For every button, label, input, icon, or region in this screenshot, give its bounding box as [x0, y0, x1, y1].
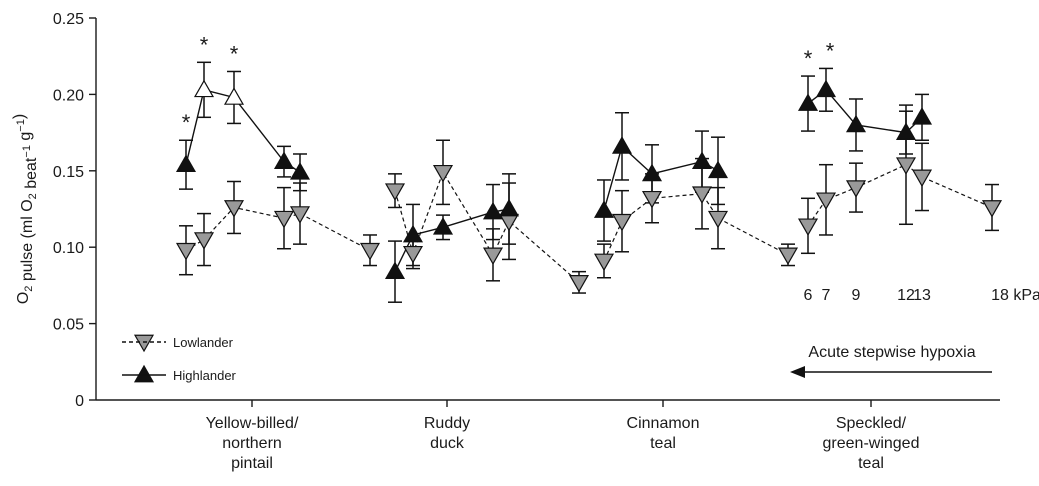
- y-axis-label: O2 pulse (ml O2 beat−1 g−1): [11, 114, 40, 304]
- category-label: Yellow-billed/northern pintail: [206, 415, 299, 472]
- highlander-point: [913, 108, 931, 124]
- category-label: Speckled/green-winged teal: [823, 415, 920, 472]
- lowlander-point: [847, 181, 865, 197]
- highlander-point: [595, 202, 613, 218]
- lowlander-point: [693, 187, 711, 203]
- highlander-point: [434, 218, 452, 234]
- chart-labels: O2 pulse (ml O2 beat−1 g−1) Yellow-billed…: [11, 114, 1039, 472]
- lowlander-point: [779, 248, 797, 264]
- lowlander-point: [434, 166, 452, 182]
- highlander-point: [386, 263, 404, 279]
- lowlander-point: [386, 184, 404, 200]
- y-axis-label-part: −1: [15, 119, 27, 132]
- lowlander-point: [817, 193, 835, 209]
- lowlander-point: [983, 201, 1001, 217]
- lowlander-point: [177, 244, 195, 260]
- category-label-line: Speckled/: [836, 415, 907, 432]
- highlander-point: [177, 156, 195, 172]
- y-axis-label-part: beat: [23, 157, 40, 193]
- category-label: Cinnamon teal: [627, 415, 700, 452]
- data-marks: * * * * *: [135, 32, 1001, 381]
- significance-asterisk: *: [182, 110, 191, 135]
- highlander-point: [799, 95, 817, 111]
- lowlander-point: [913, 170, 931, 186]
- legend-marker: [135, 335, 153, 351]
- hypoxia-arrow-head: [790, 366, 805, 378]
- y-axis-label-part: pulse (ml O: [19, 199, 36, 285]
- category-label-line: green-winged: [823, 435, 920, 452]
- lowlander-point: [709, 211, 727, 227]
- highlander-point: [291, 163, 309, 179]
- significance-asterisk: *: [826, 38, 835, 63]
- category-label-line: teal: [858, 455, 884, 472]
- highlander-point: [613, 137, 631, 153]
- lowlander-point: [195, 233, 213, 249]
- kpa-label: 6: [804, 287, 813, 304]
- category-label-line: duck: [430, 435, 465, 452]
- lowlander-series-line: [395, 172, 579, 282]
- kpa-label: 7: [822, 287, 831, 304]
- lowlander-point: [570, 276, 588, 292]
- significance-asterisk: *: [230, 41, 239, 66]
- category-label-line: Ruddy: [424, 415, 470, 432]
- y-tick-label: 0.10: [53, 240, 84, 257]
- lowlander-point: [643, 192, 661, 208]
- lowlander-series-line: [808, 165, 992, 226]
- category-label-line: Yellow-billed/: [206, 415, 299, 432]
- lowlander-point: [484, 248, 502, 264]
- y-tick-label: 0.05: [53, 317, 84, 334]
- y-tick-label: 0: [75, 393, 84, 410]
- lowlander-point: [361, 244, 379, 260]
- highlander-point: [275, 153, 293, 169]
- y-axis-label-part: O: [15, 292, 32, 304]
- lowlander-point: [613, 214, 631, 230]
- category-label-line: northern: [222, 435, 282, 452]
- lowlander-point: [799, 219, 817, 235]
- legend-label: Lowlander: [173, 335, 234, 350]
- lowlander-series-line: [604, 194, 788, 261]
- y-tick-label: 0.15: [53, 164, 84, 181]
- highlander-point: [817, 81, 835, 97]
- highlander-point: [500, 200, 518, 216]
- y-axis-label-part: g: [17, 132, 34, 145]
- y-axis-label-part: ): [11, 114, 28, 119]
- significance-asterisk: *: [804, 46, 813, 71]
- y-tick-label: 0.25: [53, 11, 84, 28]
- y-axis-label-part: −1: [21, 145, 33, 158]
- category-label-line: Cinnamon: [627, 415, 700, 432]
- kpa-label: 9: [852, 287, 861, 304]
- lowlander-point: [595, 254, 613, 270]
- kpa-label: 13: [913, 287, 931, 304]
- highlander-point: [693, 153, 711, 169]
- y-tick-label: 0.20: [53, 87, 84, 104]
- lowlander-point: [275, 211, 293, 227]
- highlander-point: [195, 81, 213, 97]
- category-label: Ruddy duck: [424, 415, 470, 452]
- lowlander-point: [404, 247, 422, 263]
- lowlander-point: [291, 207, 309, 223]
- significance-asterisk: *: [200, 32, 209, 57]
- legend-marker: [135, 366, 153, 382]
- category-label-line: pintail: [231, 455, 273, 472]
- category-label-line: teal: [650, 435, 676, 452]
- lowlander-point: [897, 158, 915, 174]
- lowlander-point: [500, 214, 518, 230]
- kpa-label: 18 kPa: [991, 287, 1039, 304]
- legend-label: Highlander: [173, 368, 237, 383]
- hypoxia-annotation: Acute stepwise hypoxia: [808, 344, 975, 361]
- highlander-point: [709, 162, 727, 178]
